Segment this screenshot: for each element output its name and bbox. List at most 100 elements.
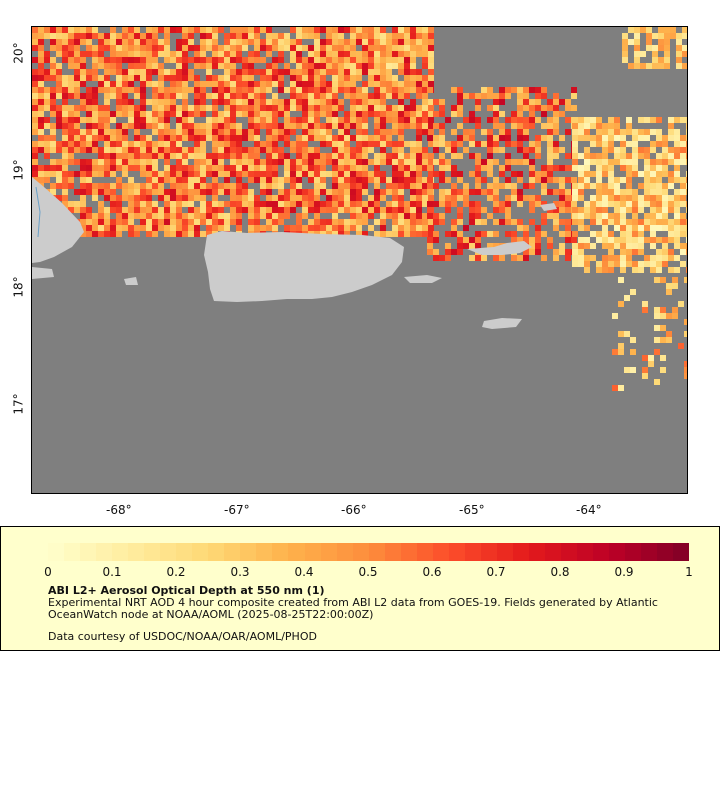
aod-cell [326,135,332,141]
aod-cell [624,367,630,373]
aod-cell [272,147,278,153]
aod-cell [451,219,457,225]
aod-cell [176,39,182,45]
aod-cell [632,171,638,177]
aod-cell [374,105,380,111]
aod-cell [212,111,218,117]
aod-cell [368,177,374,183]
aod-cell [56,63,62,69]
aod-cell [410,147,416,153]
aod-cell [481,231,487,237]
aod-cell [392,159,398,165]
aod-cell [565,177,571,183]
aod-cell [650,267,656,273]
aod-cell [608,267,614,273]
aod-cell [553,249,559,255]
aod-cell [188,165,194,171]
aod-cell [332,63,338,69]
aod-cell [541,219,547,225]
aod-cell [140,93,146,99]
aod-cell [314,39,320,45]
aod-cell [254,195,260,201]
aod-cell [608,141,614,147]
aod-cell [44,147,50,153]
aod-cell [445,243,451,249]
aod-cell [638,129,644,135]
aod-cell [386,93,392,99]
aod-cell [404,69,410,75]
aod-cell [481,189,487,195]
aod-cell [499,111,505,117]
aod-cell [386,33,392,39]
aod-cell [62,195,68,201]
aod-cell [439,141,445,147]
aod-cell [626,207,632,213]
aod-cell [224,81,230,87]
aod-cell [662,135,668,141]
aod-cell [248,75,254,81]
aod-cell [356,111,362,117]
aod-cell [626,195,632,201]
aod-cell [511,219,517,225]
aod-cell [320,153,326,159]
aod-cell [362,111,368,117]
aod-cell [433,255,439,261]
aod-cell [656,159,662,165]
aod-cell [212,93,218,99]
aod-cell [188,129,194,135]
aod-cell [200,195,206,201]
aod-cell [152,201,158,207]
aod-cell [314,57,320,63]
aod-cell [523,93,529,99]
aod-cell [646,39,652,45]
aod-cell [200,39,206,45]
aod-map [31,26,688,494]
aod-cell [200,183,206,189]
aod-cell [650,141,656,147]
aod-cell [320,99,326,105]
aod-cell [392,231,398,237]
aod-cell [80,219,86,225]
aod-cell [356,27,362,33]
aod-cell [523,195,529,201]
aod-cell [224,141,230,147]
aod-cell [660,277,666,283]
aod-cell [428,129,434,135]
aod-cell [56,33,62,39]
aod-cell [680,231,686,237]
aod-cell [194,165,200,171]
aod-cell [212,33,218,39]
aod-cell [380,219,386,225]
aod-cell [296,135,302,141]
colorbar-swatch [48,543,65,561]
aod-cell [266,81,272,87]
aod-cell [200,33,206,39]
aod-cell [44,75,50,81]
aod-cell [517,171,523,177]
aod-cell [146,159,152,165]
aod-cell [374,33,380,39]
aod-cell [50,129,56,135]
aod-cell [517,111,523,117]
aod-cell [684,361,687,367]
aod-cell [296,141,302,147]
aod-cell [445,177,451,183]
colorbar-tick-0.6: 0.6 [422,565,442,579]
aod-cell [523,249,529,255]
aod-cell [92,93,98,99]
aod-cell [146,51,152,57]
aod-cell [332,99,338,105]
aod-cell [632,147,638,153]
aod-cell [356,105,362,111]
aod-cell [398,225,404,231]
aod-cell [445,195,451,201]
aod-cell [451,231,457,237]
aod-cell [578,243,584,249]
aod-cell [104,147,110,153]
aod-cell [332,123,338,129]
aod-cell [344,81,350,87]
aod-cell [50,33,56,39]
aod-cell [662,195,668,201]
aod-cell [523,117,529,123]
aod-cell [674,207,680,213]
